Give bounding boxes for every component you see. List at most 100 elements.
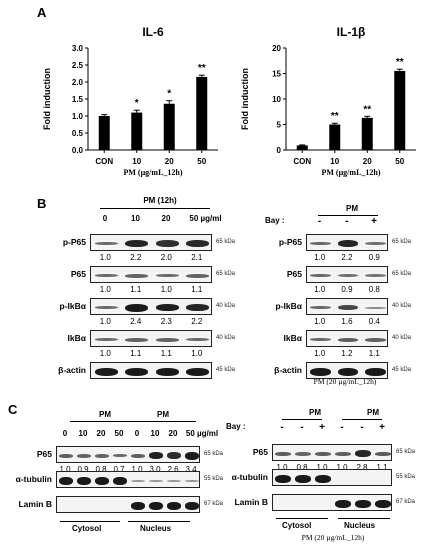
protein-band bbox=[337, 337, 359, 342]
bar bbox=[196, 76, 208, 150]
protein-band bbox=[149, 452, 163, 459]
protein-band bbox=[375, 499, 391, 508]
row-label: P65 bbox=[70, 269, 86, 279]
significance-mark: * bbox=[167, 89, 171, 100]
quant-value: 0.9 bbox=[341, 285, 353, 294]
quant-value: 1.0 bbox=[99, 317, 111, 326]
y-tick-label: 3.0 bbox=[72, 44, 84, 53]
x-tick-label: 10 bbox=[132, 157, 141, 166]
blot-strip bbox=[90, 234, 212, 251]
bar bbox=[163, 103, 175, 150]
protein-band bbox=[155, 240, 179, 247]
protein-band bbox=[364, 306, 386, 309]
row-label: P65 bbox=[286, 269, 302, 279]
protein-band bbox=[125, 367, 149, 376]
dose-label: 10 bbox=[150, 429, 160, 438]
blot-strip bbox=[90, 330, 212, 347]
quant-value: 1.0 bbox=[314, 285, 326, 294]
x-tick-label: 20 bbox=[165, 157, 174, 166]
bay-sign: - bbox=[317, 216, 322, 227]
protein-band bbox=[375, 451, 391, 456]
quant-value: 1.0 bbox=[131, 465, 143, 474]
protein-band bbox=[94, 242, 118, 245]
significance-mark: ** bbox=[363, 104, 371, 115]
y-tick-label: 2.0 bbox=[72, 78, 84, 87]
y-tick-label: 5 bbox=[277, 121, 282, 130]
nucleus-label-left: Nucleus bbox=[140, 524, 172, 533]
quant-value: 1.0 bbox=[99, 285, 111, 294]
protein-band bbox=[95, 453, 109, 458]
protein-band bbox=[167, 501, 181, 510]
cytosol-label-right: Cytosol bbox=[282, 521, 312, 530]
row-label: α-tubulin bbox=[231, 472, 268, 482]
x-tick-label: 50 bbox=[197, 157, 206, 166]
row-label: P65 bbox=[36, 449, 52, 459]
protein-band bbox=[275, 451, 291, 456]
quant-value: 1.0 bbox=[276, 463, 288, 472]
protein-band bbox=[310, 242, 332, 245]
protein-band bbox=[275, 474, 291, 483]
kda-marker: 40 kDa bbox=[392, 303, 412, 309]
panel-a-label: A bbox=[37, 5, 47, 20]
protein-band bbox=[113, 476, 127, 485]
protein-band bbox=[185, 451, 199, 460]
x-axis-label: PM (µg/mL_12h) bbox=[321, 168, 380, 177]
protein-band bbox=[337, 305, 359, 310]
quant-value: 1.1 bbox=[160, 349, 172, 358]
y-tick-label: 1.0 bbox=[72, 112, 84, 121]
y-axis-label: Fold induction bbox=[42, 68, 52, 130]
kda-marker: 67 kDa bbox=[204, 501, 224, 507]
quant-value: 1.0 bbox=[316, 463, 328, 472]
quant-value: 2.2 bbox=[130, 253, 142, 262]
blot-strip bbox=[306, 234, 388, 251]
dose-label: 10 bbox=[131, 214, 140, 223]
row-label: β-actin bbox=[274, 365, 302, 375]
blot-strip bbox=[272, 444, 392, 461]
significance-mark: * bbox=[135, 98, 139, 109]
protein-band bbox=[155, 274, 179, 277]
bar bbox=[296, 145, 308, 150]
protein-band bbox=[131, 501, 145, 510]
protein-band bbox=[149, 501, 163, 510]
quant-value: 1.6 bbox=[341, 317, 353, 326]
row-label: p-P65 bbox=[278, 237, 302, 247]
quant-value: 1.1 bbox=[191, 285, 203, 294]
quant-value: 1.2 bbox=[341, 349, 353, 358]
il6-bar-chart: IL-6 Fold induction 0.0 0.5 1.0 1.5 2.0 2.5 3.0 C… bbox=[42, 25, 218, 177]
protein-band bbox=[186, 273, 210, 278]
row-label: β-actin bbox=[58, 365, 86, 375]
nucleus-line-right bbox=[338, 518, 390, 519]
kda-marker: 55 kDa bbox=[396, 474, 416, 480]
bar bbox=[394, 70, 406, 150]
bar bbox=[131, 112, 143, 150]
blot-strip bbox=[56, 446, 200, 463]
kda-marker: 40 kDa bbox=[216, 335, 236, 341]
protein-band bbox=[155, 367, 179, 376]
quant-value: 1.0 bbox=[191, 349, 203, 358]
x-axis-label: PM (µg/mL_12h) bbox=[123, 168, 182, 177]
quant-value: 2.3 bbox=[160, 317, 172, 326]
protein-band bbox=[113, 454, 127, 457]
blot-strip bbox=[90, 362, 212, 379]
bay-sign: - bbox=[300, 422, 304, 433]
row-label: p-IkBα bbox=[275, 301, 302, 311]
kda-marker: 65 kDa bbox=[216, 271, 236, 277]
dose-label: 0 bbox=[62, 429, 68, 438]
dose-label: 20 bbox=[161, 214, 171, 223]
quant-value: 1.0 bbox=[160, 285, 172, 294]
kda-marker: 65 kDa bbox=[396, 449, 416, 455]
protein-band bbox=[59, 476, 73, 485]
pm-bracket-c-left-2 bbox=[128, 421, 196, 422]
il1b-bar-chart: IL-1β Fold induction 0 5 10 15 20 CON ** 10 ** 20 **… bbox=[240, 25, 416, 177]
protein-band bbox=[125, 240, 149, 247]
cytosol-label-left: Cytosol bbox=[72, 524, 102, 533]
protein-band bbox=[310, 306, 332, 309]
protein-band bbox=[95, 476, 109, 485]
protein-band bbox=[310, 338, 332, 341]
bay-label-b: Bay : bbox=[265, 216, 285, 225]
blot-strip bbox=[306, 362, 388, 379]
protein-band bbox=[186, 240, 210, 247]
protein-band bbox=[167, 452, 181, 459]
blot-strip bbox=[306, 330, 388, 347]
pm-label-c-right-2: PM bbox=[367, 408, 379, 417]
